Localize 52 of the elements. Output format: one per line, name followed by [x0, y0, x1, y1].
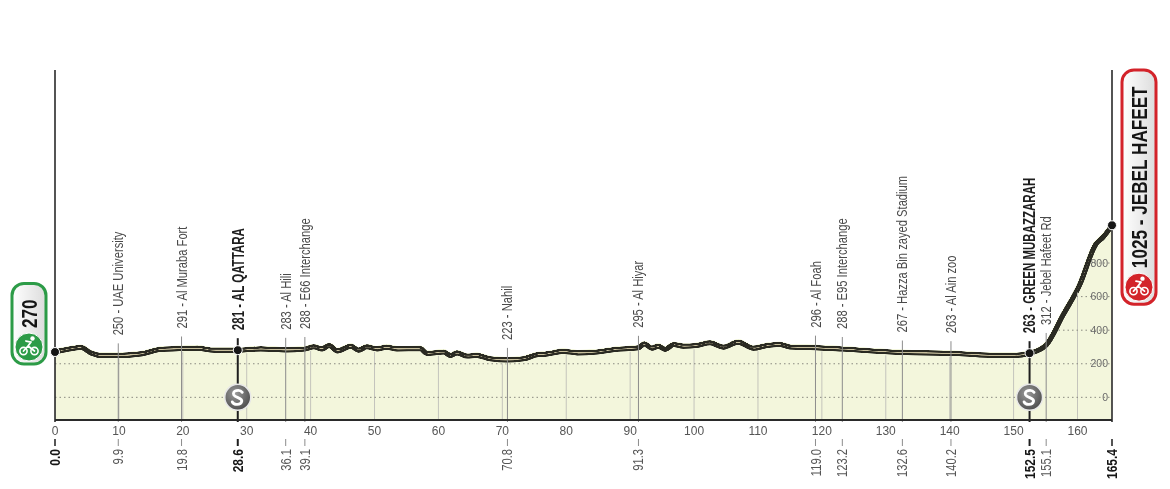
- x2-tick-label: 140.2: [943, 449, 960, 477]
- x-tick-label: 70: [495, 424, 510, 438]
- x2-tick-label: 9.9: [111, 449, 127, 465]
- x-tick-label: 90: [623, 424, 638, 438]
- y-tick-label: 800: [1090, 256, 1109, 269]
- annotation: 270: [16, 299, 42, 329]
- x-tick-label: 20: [176, 424, 190, 438]
- x2-tick-label: 39.1: [297, 449, 314, 471]
- annotation: 1025 - JEBEL HAFEET: [1126, 86, 1152, 269]
- annotation: 295 - Al Hiyar: [631, 260, 647, 328]
- x-tick-label: 50: [367, 424, 382, 438]
- y-tick-label: 200: [1090, 357, 1109, 370]
- x2-tick-label: 132.6: [895, 449, 911, 477]
- ref-line-label: 263 - GREEN MUBAZZARAH: [1020, 177, 1039, 334]
- x-tick-label: 0: [51, 424, 59, 438]
- x2-tick-label: 91.3: [631, 449, 647, 471]
- annotation: 223 - Nahil: [500, 285, 516, 340]
- x-tick-label: 120: [811, 424, 833, 438]
- x-tick-label: 80: [559, 424, 574, 438]
- x2-tick-label: 28.6: [229, 448, 247, 473]
- x2-tick-label: 155.1: [1039, 449, 1055, 477]
- annotation: 288 - E66 Interchange: [297, 218, 314, 329]
- x2-tick-label: 70.8: [500, 449, 516, 471]
- y-tick-label: 600: [1090, 290, 1109, 303]
- x-tick-label: 150: [1003, 424, 1024, 438]
- annotation: 267 - Hazza Bin zayed Stadium: [895, 175, 911, 333]
- x2-tick-label: 152.5: [1021, 448, 1039, 480]
- annotation: 283 - Al Hili: [278, 273, 295, 330]
- x2-tick-label: 19.8: [174, 449, 190, 471]
- x-tick-label: 100: [684, 424, 705, 438]
- x2-tick-label: 119.0: [808, 449, 824, 477]
- x-tick-label: 160: [1067, 424, 1088, 438]
- annotation: 296 - Al Foah: [808, 261, 824, 328]
- x-tick-label: 60: [431, 424, 446, 438]
- annotation: 263 - Al Ain zoo: [943, 255, 960, 334]
- annotation: 250 - UAE University: [111, 231, 127, 336]
- y-tick-label: 0: [1102, 390, 1109, 403]
- x2-tick-label: 123.2: [835, 449, 851, 477]
- x-tick-label: 140: [939, 424, 961, 438]
- x-tick-label: 110: [748, 424, 768, 438]
- x2-tick-label: 165.4: [1104, 448, 1121, 480]
- x-tick-label: 10: [112, 424, 126, 438]
- x-tick-label: 40: [303, 424, 318, 438]
- x-tick-label: 30: [240, 424, 254, 438]
- x2-tick-label: 36.1: [278, 449, 295, 471]
- x-tick-label: 130: [875, 424, 897, 438]
- x2-tick-label: 0.0: [47, 449, 64, 466]
- annotation: 291 - Al Muraba Fort: [174, 226, 190, 329]
- ref-line-label: 281 - AL QATTARA: [228, 228, 247, 331]
- annotation: 288 - E95 Interchange: [835, 218, 851, 329]
- y-tick-label: 400: [1090, 323, 1109, 336]
- annotation: 312 - Jebel Hafeet Rd: [1039, 216, 1055, 325]
